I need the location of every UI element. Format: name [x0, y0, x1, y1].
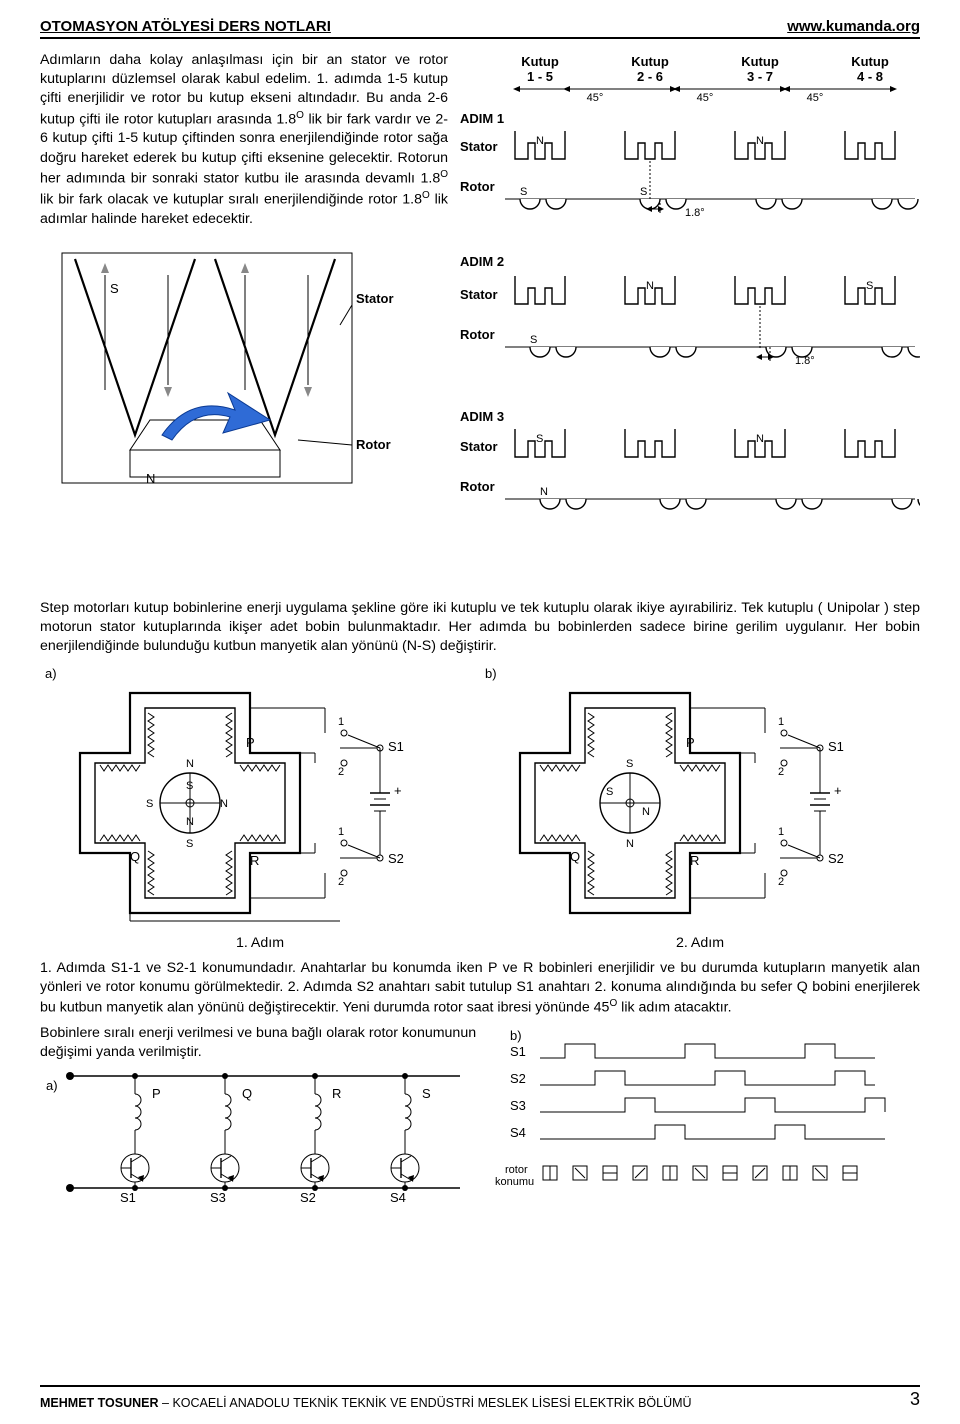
svg-text:rotor: rotor: [505, 1164, 528, 1176]
svg-text:a): a): [46, 1078, 58, 1093]
svg-text:Q: Q: [130, 849, 140, 864]
svg-text:Rotor: Rotor: [460, 327, 495, 342]
header-title-left: OTOMASYON ATÖLYESİ DERS NOTLARI: [40, 18, 331, 35]
step-labels: 1. Adım 2. Adım: [40, 935, 920, 951]
page-footer: MEHMET TOSUNER – KOCAELİ ANADOLU TEKNİK …: [40, 1385, 920, 1410]
svg-text:S: S: [530, 334, 537, 346]
top-section: Adımların daha kolay anlaşılması için bi…: [40, 51, 920, 591]
svg-text:2 - 6: 2 - 6: [637, 69, 663, 84]
svg-text:S3: S3: [210, 1190, 226, 1203]
svg-text:Kutup: Kutup: [521, 54, 559, 69]
svg-text:N: N: [540, 486, 548, 498]
svg-text:Stator: Stator: [460, 139, 498, 154]
svg-text:N: N: [536, 135, 544, 147]
two-cross-diagram: a) b): [40, 663, 920, 933]
svg-text:S4: S4: [510, 1125, 526, 1140]
svg-text:S2: S2: [510, 1071, 526, 1086]
svg-text:1 - 5: 1 - 5: [527, 69, 553, 84]
svg-text:N: N: [642, 806, 650, 818]
svg-text:N: N: [146, 471, 155, 486]
svg-text:N: N: [756, 135, 764, 147]
svg-text:P: P: [686, 735, 695, 750]
svg-text:P: P: [152, 1086, 161, 1101]
page-header: OTOMASYON ATÖLYESİ DERS NOTLARI www.kuma…: [40, 18, 920, 39]
svg-text:ADIM 3: ADIM 3: [460, 409, 504, 424]
svg-text:Stator: Stator: [356, 291, 394, 306]
svg-text:konumu: konumu: [495, 1176, 534, 1188]
svg-text:45°: 45°: [587, 92, 604, 104]
svg-text:R: R: [250, 853, 259, 868]
svg-text:S2: S2: [300, 1190, 316, 1203]
svg-text:N: N: [626, 838, 634, 850]
svg-text:S: S: [186, 780, 193, 792]
svg-text:S4: S4: [390, 1190, 406, 1203]
svg-text:1.8°: 1.8°: [795, 355, 815, 367]
svg-text:b): b): [485, 666, 497, 681]
bottom-paragraph-1: 1. Adımda S1-1 ve S2-1 konumundadır. Ana…: [40, 959, 920, 1018]
svg-text:45°: 45°: [697, 92, 714, 104]
svg-text:S3: S3: [510, 1098, 526, 1113]
svg-text:S: S: [422, 1086, 431, 1101]
right-column: Kutup 1 - 5 Kutup 2 - 6 Kutup 3 - 7 Kutu…: [460, 51, 920, 591]
svg-text:Kutup: Kutup: [631, 54, 669, 69]
left-column: Adımların daha kolay anlaşılması için bi…: [40, 51, 448, 591]
svg-text:N: N: [220, 798, 228, 810]
svg-text:4 - 8: 4 - 8: [857, 69, 883, 84]
page-number: 3: [910, 1389, 920, 1410]
svg-text:ADIM 2: ADIM 2: [460, 254, 504, 269]
svg-text:S: S: [640, 186, 647, 198]
svg-text:Stator: Stator: [460, 287, 498, 302]
svg-text:N: N: [186, 758, 194, 770]
step1-label: 1. Adım: [40, 935, 480, 951]
footer-text: MEHMET TOSUNER – KOCAELİ ANADOLU TEKNİK …: [40, 1396, 692, 1410]
steps-diagram: Kutup 1 - 5 Kutup 2 - 6 Kutup 3 - 7 Kutu…: [460, 51, 920, 591]
svg-text:3 - 7: 3 - 7: [747, 69, 773, 84]
mid-paragraph: Step motorları kutup bobinlerine enerji …: [40, 599, 920, 657]
svg-text:S1: S1: [510, 1044, 526, 1059]
svg-text:Kutup: Kutup: [851, 54, 889, 69]
svg-text:45°: 45°: [807, 92, 824, 104]
svg-text:a): a): [45, 666, 57, 681]
step2-label: 2. Adım: [480, 935, 920, 951]
stator-rotor-small-diagram: S N Stator Rotor: [40, 235, 440, 495]
svg-text:1.8°: 1.8°: [685, 207, 705, 219]
svg-text:N: N: [186, 816, 194, 828]
svg-text:N: N: [756, 433, 764, 445]
svg-text:S: S: [866, 280, 873, 292]
svg-text:Rotor: Rotor: [460, 179, 495, 194]
svg-text:ADIM 1: ADIM 1: [460, 111, 504, 126]
svg-text:Rotor: Rotor: [460, 479, 495, 494]
svg-text:Rotor: Rotor: [356, 437, 391, 452]
svg-text:S: S: [536, 433, 543, 445]
svg-text:Stator: Stator: [460, 439, 498, 454]
svg-text:S: S: [626, 758, 633, 770]
header-title-right: www.kumanda.org: [787, 18, 920, 35]
svg-text:N: N: [646, 280, 654, 292]
svg-text:R: R: [332, 1086, 341, 1101]
svg-text:S: S: [186, 838, 193, 850]
svg-text:Q: Q: [570, 849, 580, 864]
svg-text:Kutup: Kutup: [741, 54, 779, 69]
svg-text:S: S: [110, 281, 119, 296]
svg-text:S1: S1: [120, 1190, 136, 1203]
svg-text:S: S: [520, 186, 527, 198]
paragraph-1: Adımların daha kolay anlaşılması için bi…: [40, 51, 448, 229]
svg-text:S: S: [146, 798, 153, 810]
svg-text:Q: Q: [242, 1086, 252, 1101]
svg-text:b): b): [510, 1028, 522, 1043]
svg-text:S: S: [606, 786, 613, 798]
svg-text:R: R: [690, 853, 699, 868]
svg-text:P: P: [246, 735, 255, 750]
